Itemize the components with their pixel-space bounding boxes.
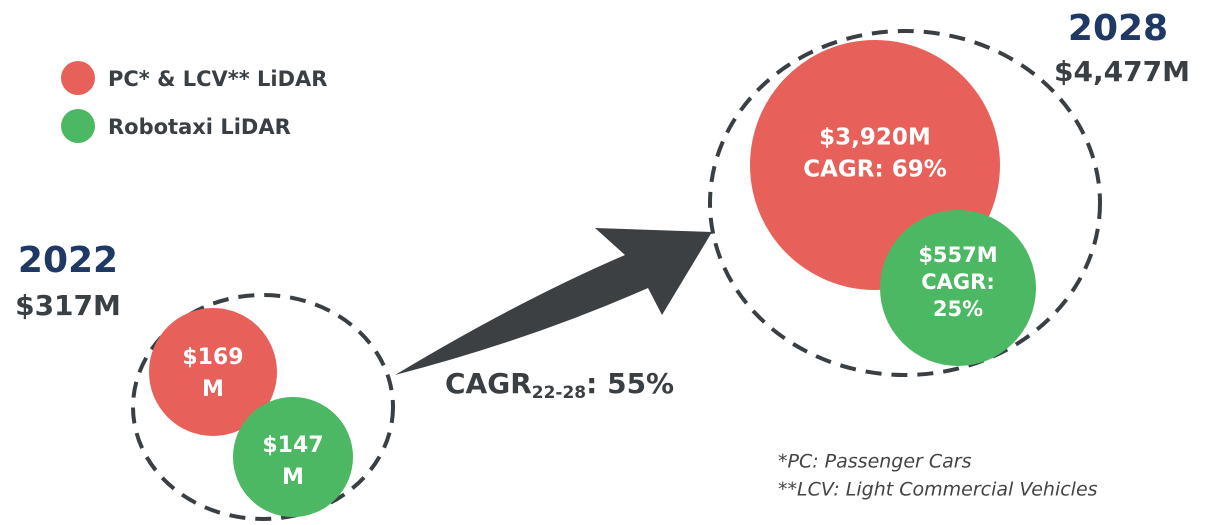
- segment-label: $147: [262, 433, 323, 458]
- segment-label: CAGR:: [921, 270, 994, 294]
- year: 2022: [18, 240, 118, 281]
- segment-bubble: [880, 210, 1036, 366]
- growth-label: CAGR22-28: 55%: [445, 367, 674, 403]
- segment-label: M: [282, 465, 304, 490]
- total: $4,477M: [1054, 55, 1190, 88]
- segment-bubble: [233, 397, 353, 517]
- segment-label: M: [202, 377, 224, 402]
- legend-label: Robotaxi LiDAR: [108, 115, 291, 139]
- legend-swatch: [61, 109, 95, 143]
- segment-label: $557M: [918, 243, 997, 267]
- year-ring: [708, 29, 1102, 377]
- legend-swatch: [61, 61, 95, 95]
- year-ring: [131, 293, 395, 521]
- segment-bubble: [149, 308, 277, 436]
- footnote: *PC: Passenger Cars: [778, 451, 972, 473]
- total: $317M: [15, 289, 121, 322]
- segment-label: CAGR: 69%: [803, 157, 947, 183]
- segment-label: $3,920M: [819, 125, 931, 151]
- segment-label: $169: [182, 345, 243, 370]
- growth-arrow: [395, 228, 712, 375]
- year: 2028: [1068, 8, 1168, 49]
- legend-label: PC* & LCV** LiDAR: [108, 67, 327, 91]
- segment-label: 25%: [933, 297, 983, 321]
- footnote: **LCV: Light Commercial Vehicles: [778, 479, 1098, 501]
